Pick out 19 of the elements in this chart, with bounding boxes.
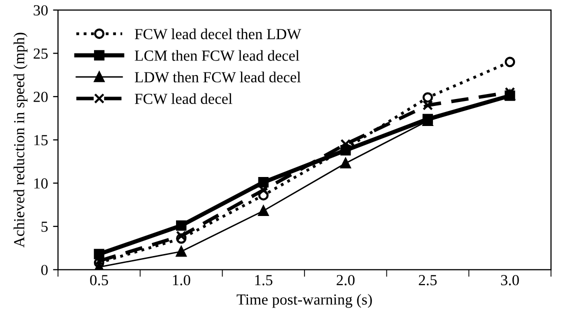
legend-label: FCW lead decel then LDW (134, 28, 302, 40)
legend-label: LCM then FCW lead decel (134, 50, 300, 61)
x-tick-label: 2.0 (336, 274, 355, 286)
y-tick-label: 25 (34, 48, 48, 59)
y-tick-label: 20 (34, 92, 48, 102)
legend-label: LDW then FCW lead decel (134, 72, 301, 82)
x-tick-label: 1.0 (173, 274, 190, 286)
y-tick-label: 0 (41, 264, 48, 276)
y-axis-title: Achieved reduction in speed (mph) (14, 32, 28, 248)
x-tick-label: 2.5 (418, 275, 437, 286)
y-tick-label: 5 (42, 222, 48, 232)
x-tick-label: 1.5 (255, 275, 272, 286)
x-tick-label: 3.0 (501, 274, 519, 286)
y-tick-label: 10 (34, 178, 48, 189)
x-axis-title: Time post-warning (s) (236, 294, 372, 308)
x-tick-label: 0.5 (90, 274, 108, 286)
y-tick-label: 15 (34, 135, 48, 146)
legend-label: FCW lead decel (134, 93, 232, 104)
y-tick-label: 30 (34, 5, 48, 16)
